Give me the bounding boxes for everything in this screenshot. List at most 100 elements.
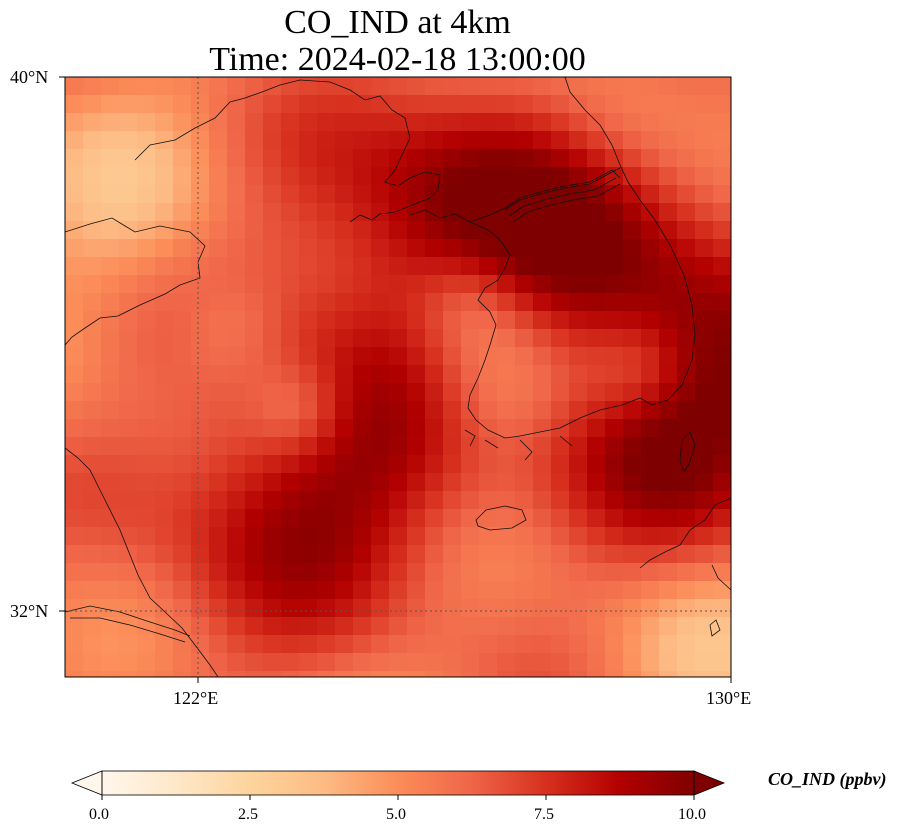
field-cell xyxy=(191,257,210,276)
colorbar-tick-label: 7.5 xyxy=(534,806,554,823)
field-cell xyxy=(227,581,246,600)
field-cell xyxy=(335,203,354,222)
field-cell xyxy=(443,455,462,474)
field-cell xyxy=(695,581,714,600)
field-cell xyxy=(605,401,624,420)
field-cell xyxy=(479,347,498,366)
field-cell xyxy=(335,473,354,492)
field-cell xyxy=(569,239,588,258)
field-cell xyxy=(515,653,534,672)
field-cell xyxy=(227,491,246,510)
field-cell xyxy=(281,239,300,258)
field-cell xyxy=(533,239,552,258)
field-cell xyxy=(101,671,120,677)
field-cell xyxy=(65,491,84,510)
field-cell xyxy=(641,545,660,564)
field-cell xyxy=(605,473,624,492)
field-cell xyxy=(155,77,174,96)
field-cell xyxy=(587,95,606,114)
field-cell xyxy=(335,149,354,168)
field-cell xyxy=(263,401,282,420)
field-cell xyxy=(371,275,390,294)
field-cell xyxy=(551,653,570,672)
field-cell xyxy=(695,563,714,582)
field-cell xyxy=(389,437,408,456)
field-cell xyxy=(461,221,480,240)
field-cell xyxy=(227,185,246,204)
field-cell xyxy=(677,311,696,330)
field-cell xyxy=(623,491,642,510)
field-cell xyxy=(587,563,606,582)
field-cell xyxy=(137,347,156,366)
field-cell xyxy=(551,383,570,402)
field-cell xyxy=(407,329,426,348)
field-cell xyxy=(641,293,660,312)
field-cell xyxy=(281,203,300,222)
field-cell xyxy=(497,653,516,672)
field-cell xyxy=(281,491,300,510)
field-cell xyxy=(353,635,372,654)
field-cell xyxy=(497,437,516,456)
field-cell xyxy=(119,95,138,114)
field-cell xyxy=(407,401,426,420)
field-cell xyxy=(443,239,462,258)
field-cell xyxy=(479,257,498,276)
field-cell xyxy=(245,167,264,186)
field-cell xyxy=(353,347,372,366)
field-cell xyxy=(425,437,444,456)
field-cell xyxy=(569,185,588,204)
field-cell xyxy=(695,545,714,564)
field-cell xyxy=(623,185,642,204)
field-cell xyxy=(101,509,120,528)
field-cell xyxy=(695,95,714,114)
field-cell xyxy=(83,311,102,330)
field-cell xyxy=(659,419,678,438)
field-cell xyxy=(713,419,731,438)
field-cell xyxy=(569,581,588,600)
field-cell xyxy=(515,131,534,150)
field-cell xyxy=(245,581,264,600)
field-cell xyxy=(335,401,354,420)
field-cell xyxy=(119,131,138,150)
field-cell xyxy=(137,257,156,276)
field-cell xyxy=(569,203,588,222)
field-cell xyxy=(515,347,534,366)
field-cell xyxy=(317,203,336,222)
field-cell xyxy=(641,221,660,240)
field-cell xyxy=(191,455,210,474)
field-cell xyxy=(101,455,120,474)
field-cell xyxy=(119,239,138,258)
field-cell xyxy=(713,293,731,312)
field-cell xyxy=(659,653,678,672)
field-cell xyxy=(497,545,516,564)
field-cell xyxy=(389,347,408,366)
field-cell xyxy=(227,95,246,114)
field-cell xyxy=(317,617,336,636)
field-cell xyxy=(263,599,282,618)
field-cell xyxy=(155,365,174,384)
field-cell xyxy=(443,563,462,582)
field-cell xyxy=(605,653,624,672)
field-cell xyxy=(371,131,390,150)
field-cell xyxy=(281,437,300,456)
field-cell xyxy=(695,473,714,492)
field-cell xyxy=(605,545,624,564)
field-cell xyxy=(227,635,246,654)
field-cell xyxy=(83,617,102,636)
field-cell xyxy=(335,635,354,654)
field-cell xyxy=(641,113,660,132)
field-cell xyxy=(515,239,534,258)
field-cell xyxy=(425,653,444,672)
field-cell xyxy=(515,455,534,474)
field-cell xyxy=(425,347,444,366)
field-cell xyxy=(371,581,390,600)
field-cell xyxy=(587,77,606,96)
field-cell xyxy=(191,527,210,546)
field-cell xyxy=(371,563,390,582)
field-cell xyxy=(389,131,408,150)
field-cell xyxy=(623,401,642,420)
field-cell xyxy=(65,635,84,654)
field-cell xyxy=(353,617,372,636)
field-cell xyxy=(569,653,588,672)
field-cell xyxy=(83,275,102,294)
